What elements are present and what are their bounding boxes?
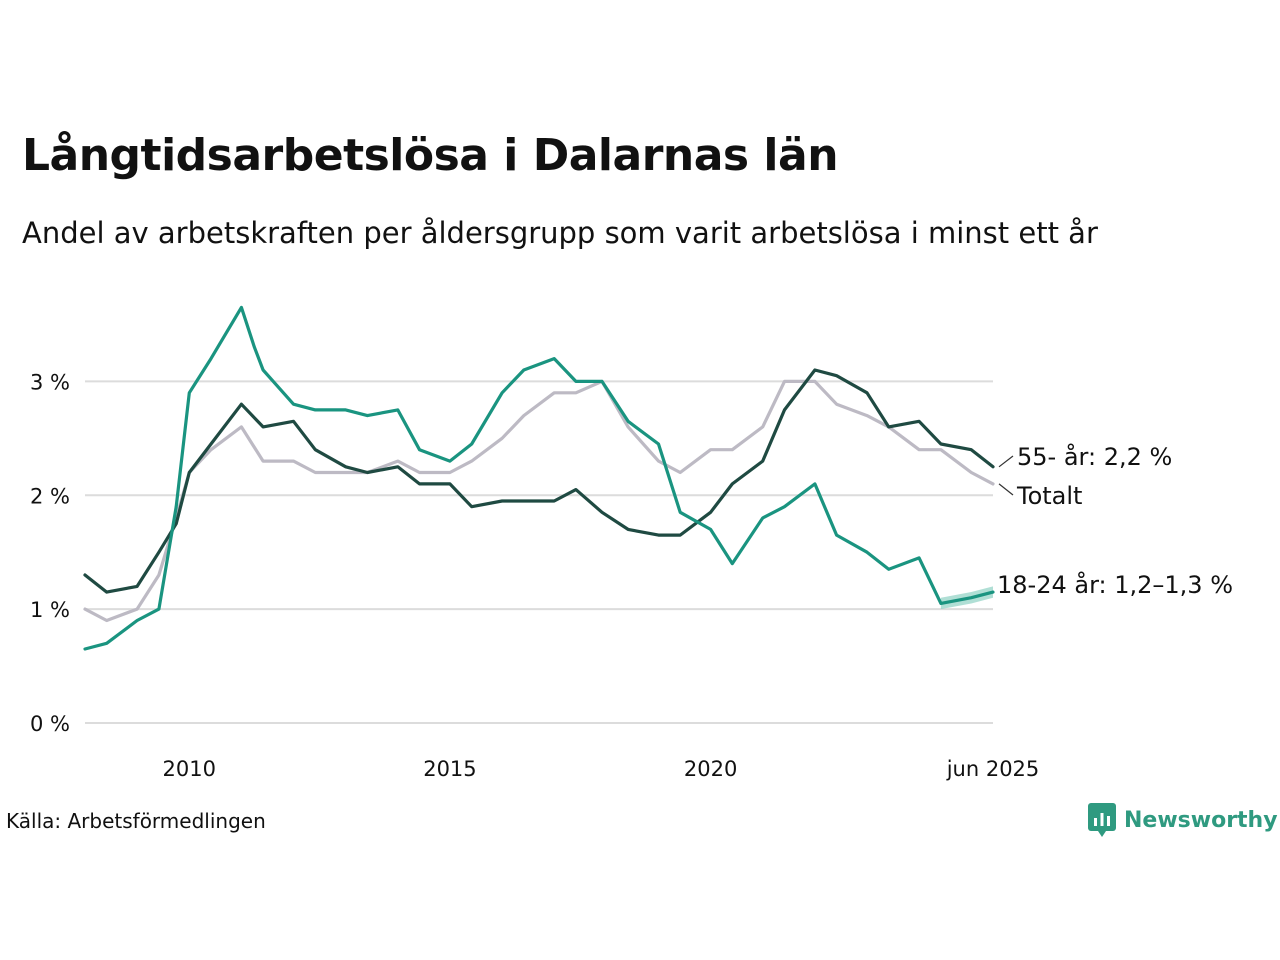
x-tick-label: 2020 — [684, 757, 737, 781]
x-tick-label: 2015 — [423, 757, 476, 781]
end-label-senior: 55- år: 2,2 % — [1017, 442, 1172, 471]
x-tick-label: jun 2025 — [946, 757, 1040, 781]
chart-title: Långtidsarbetslösa i Dalarnas län — [22, 130, 839, 181]
series-layer — [83, 305, 995, 651]
end-label-total: Totalt — [1016, 482, 1082, 510]
end-label-leader — [998, 483, 1014, 496]
end-label-youth: 18-24 år: 1,2–1,3 % — [997, 570, 1233, 599]
y-tick-label: 2 % — [30, 484, 70, 508]
y-tick-label: 0 % — [30, 712, 70, 736]
x-tick-label: 2010 — [163, 757, 216, 781]
brand-name: Newsworthy — [1124, 807, 1278, 833]
y-tick-label: 1 % — [30, 598, 70, 622]
grid-layer — [85, 380, 993, 724]
series-line-senior — [83, 368, 995, 594]
newsworthy-logo-icon — [1088, 803, 1116, 837]
series-line-total — [83, 379, 995, 623]
chart-subtitle: Andel av arbetskraften per åldersgrupp s… — [22, 216, 1098, 250]
brand-logo[interactable]: Newsworthy — [1088, 803, 1278, 837]
series-line-youth — [83, 305, 995, 651]
source-note: Källa: Arbetsförmedlingen — [6, 809, 266, 833]
end-label-leader — [998, 455, 1014, 468]
label-layer: 0 % 1 % 2 % 3 % 2010 2015 2020 jun 2025 Totalt 55… — [30, 370, 1233, 781]
y-tick-label: 3 % — [30, 370, 70, 394]
